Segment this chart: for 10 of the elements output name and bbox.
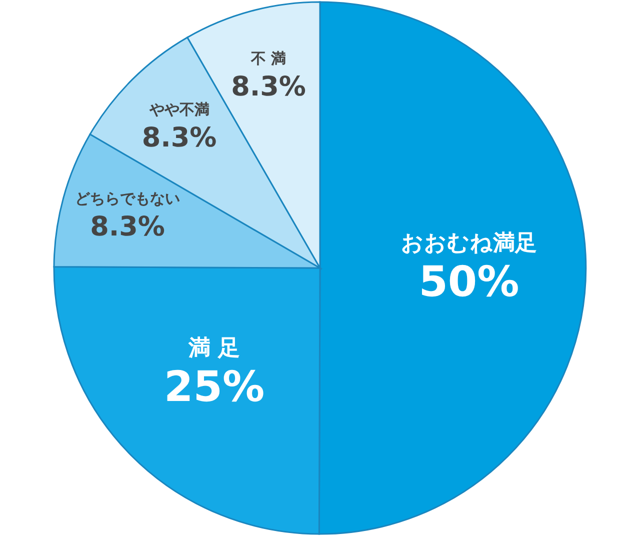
- data-label: 50%: [418, 257, 520, 306]
- slice-label: おおむね満足: [400, 231, 537, 256]
- slice-label: 不 満: [250, 49, 286, 68]
- data-label: 25%: [164, 362, 265, 411]
- data-label: 8.3%: [231, 71, 306, 102]
- data-label: 8.3%: [142, 122, 217, 154]
- data-label: 8.3%: [90, 212, 165, 243]
- slice-label: やや不満: [148, 100, 210, 119]
- slice-label: どちらでもない: [75, 190, 180, 208]
- slice-label: 満 足: [187, 336, 240, 361]
